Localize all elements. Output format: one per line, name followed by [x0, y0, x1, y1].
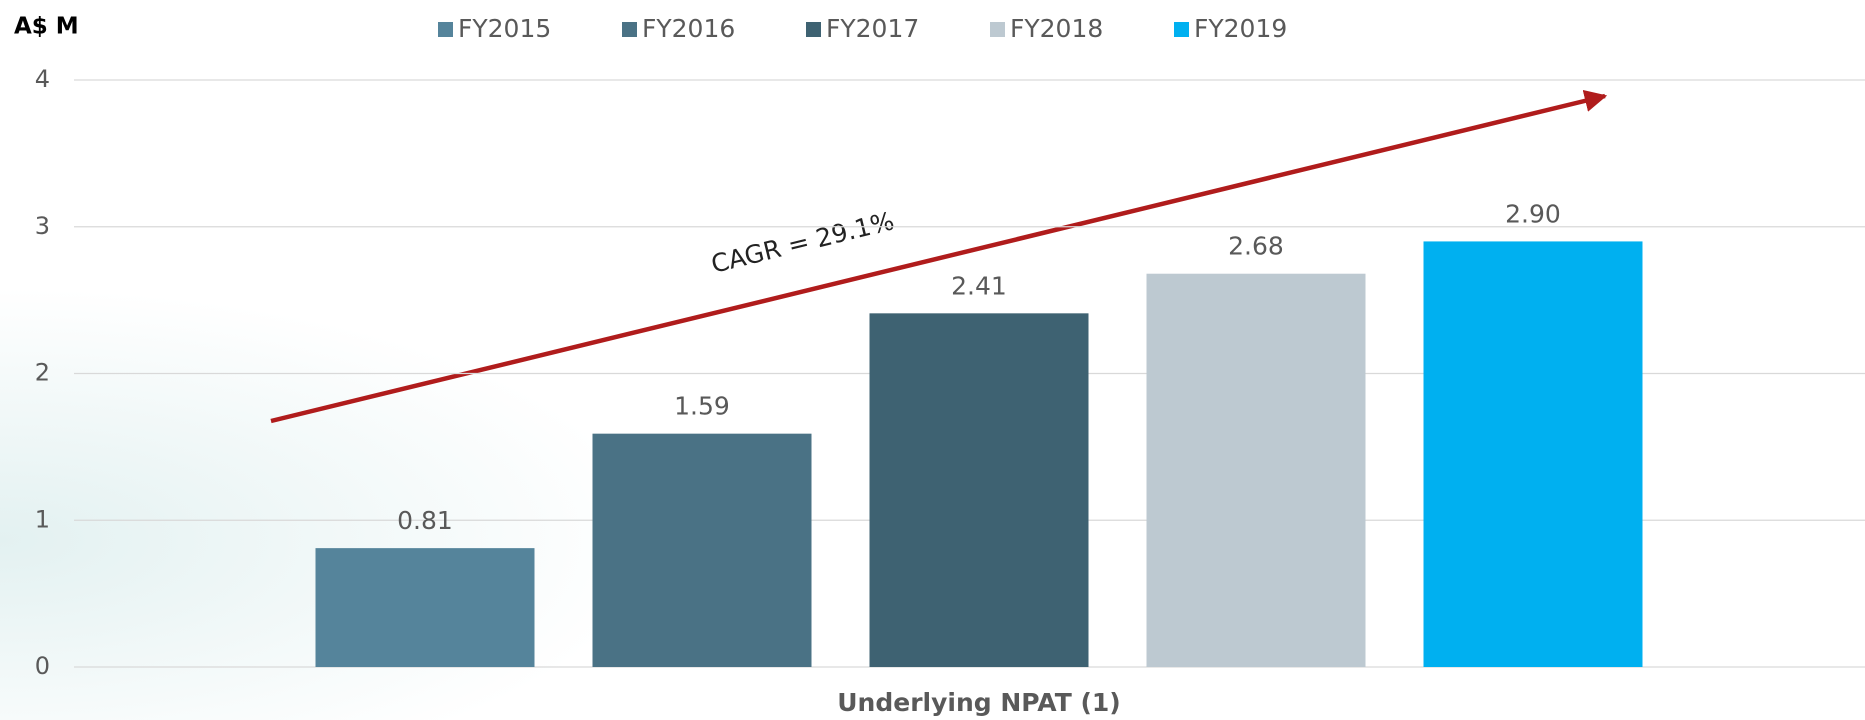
legend-swatch	[806, 22, 821, 37]
value-label: 0.81	[397, 506, 453, 535]
y-axis-label: A$ M	[14, 14, 79, 40]
y-tick-label: 0	[35, 652, 50, 680]
legend-swatch	[438, 22, 453, 37]
legend-label: FY2019	[1194, 14, 1287, 43]
x-tick-label: Underlying NPAT (1)	[837, 688, 1120, 717]
bar	[592, 433, 812, 667]
legend-label: FY2017	[826, 14, 919, 43]
legend-swatch	[990, 22, 1005, 37]
legend-label: FY2018	[1010, 14, 1103, 43]
value-label: 1.59	[674, 392, 730, 421]
y-tick-label: 1	[35, 505, 50, 533]
value-label: 2.68	[1228, 232, 1284, 261]
trend-arrow	[270, 89, 1608, 424]
y-tick-label: 2	[35, 359, 50, 387]
bar	[1423, 241, 1643, 668]
value-label: 2.41	[951, 271, 1007, 300]
bar	[869, 313, 1089, 667]
y-tick-label: 3	[35, 212, 50, 240]
legend-label: FY2016	[642, 14, 735, 43]
bar	[1146, 273, 1366, 667]
legend-label: FY2015	[458, 14, 551, 43]
bar	[315, 548, 535, 667]
value-label: 2.90	[1505, 199, 1561, 228]
y-tick-label: 4	[35, 65, 50, 93]
legend-swatch	[1174, 22, 1189, 37]
legend-swatch	[622, 22, 637, 37]
